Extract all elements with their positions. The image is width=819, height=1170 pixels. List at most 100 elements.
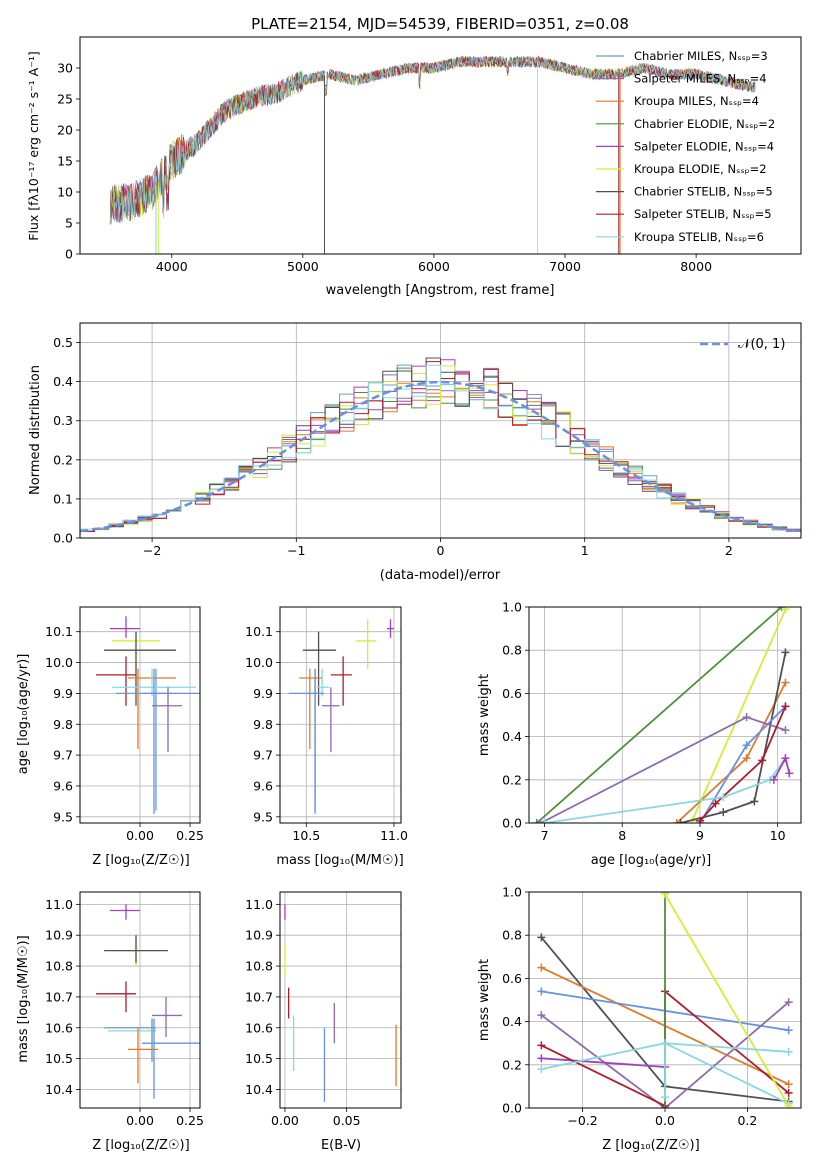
y-tick-label: 0.4	[502, 729, 522, 744]
errorbars	[284, 904, 397, 1102]
y-tick-label: 0.6	[502, 686, 522, 701]
spectrum-ylabel: Flux [fλ10⁻¹⁷ erg cm⁻² s⁻¹ A⁻¹]	[26, 51, 41, 240]
x-tick-label: 0	[437, 543, 445, 558]
x-tick-label: 8	[618, 828, 626, 843]
weight-lines	[537, 892, 793, 1108]
legend-entry: Chabrier MILES, Nₛₛₚ=3	[634, 49, 768, 63]
y-tick-label: 9.8	[53, 717, 73, 732]
x-tick-label: 2	[725, 543, 733, 558]
y-tick-label: 10.5	[245, 1051, 273, 1066]
x-tick-label: 1	[581, 543, 589, 558]
y-tick-label: 9.6	[53, 778, 73, 793]
mass-vs-metallicity-panel: Z [log₁₀(Z/Z☉)] mass [log₁₀(M/M☉)] 0.00 0…	[16, 891, 204, 1153]
y-tick-label: 9.9	[253, 686, 273, 701]
y-tick-label: 5	[65, 216, 73, 231]
y-tick-label: 15	[57, 154, 73, 169]
y-tick-label: 0.2	[53, 452, 73, 467]
x-tick-label: 4000	[156, 259, 188, 274]
hist-xlabel: (data-model)/error	[380, 568, 501, 583]
p3-xlabel: mass [log₁₀(M/M☉)]	[276, 853, 403, 868]
y-tick-label: 0	[65, 247, 73, 262]
x-tick-label: −0.2	[567, 1113, 597, 1128]
y-tick-label: 0.0	[53, 531, 73, 546]
mass-weight-vs-age-panel: age [log₁₀(age/yr)] mass weight 7 8 9 10 0.0…	[477, 600, 802, 868]
p6-xlabel: E(B-V)	[321, 1138, 361, 1153]
y-tick-label: 0.2	[502, 1057, 522, 1072]
x-tick-label: 0.2	[737, 1113, 757, 1128]
y-tick-label: 30	[57, 61, 73, 76]
x-tick-label: 10.5	[292, 828, 320, 843]
axes-frame	[79, 891, 201, 1109]
y-tick-label: 20	[57, 123, 73, 138]
y-tick-label: 9.6	[253, 778, 273, 793]
axes-frame	[79, 606, 201, 824]
x-tick-label: 0.05	[333, 1113, 361, 1128]
y-tick-label: 0.4	[53, 374, 73, 389]
x-tick-label: 7	[541, 828, 549, 843]
y-tick-label: 10.8	[45, 959, 73, 974]
y-tick-label: 10.4	[45, 1082, 73, 1097]
p7-ylabel: mass weight	[477, 959, 492, 1041]
x-tick-label: 0.25	[176, 828, 204, 843]
legend-entry: Kroupa ELODIE, Nₛₛₚ=2	[634, 162, 767, 176]
y-tick-label: 10.0	[245, 655, 273, 670]
y-tick-label: 0.8	[502, 643, 522, 658]
p2-xlabel: Z [log₁₀(Z/Z☉)]	[92, 853, 189, 868]
legend-entry: Salpeter MILES, Nₛₛₚ=4	[634, 72, 767, 86]
y-tick-label: 0.0	[502, 1101, 522, 1116]
y-tick-label: 9.5	[253, 809, 273, 824]
weight-series	[540, 716, 786, 823]
residual-histogram-panel: (data-model)/error Normed distribution −…	[28, 322, 802, 583]
x-tick-label: 5000	[287, 259, 319, 274]
mass-vs-extinction-panel: E(B-V) 0.00 0.05 10.4 10.5 10.6 10.7 10.8 10.9 1…	[245, 891, 402, 1153]
errorbars	[288, 619, 394, 814]
p2-ylabel: age [log₁₀(age/yr)]	[16, 654, 31, 775]
spectrum-title: PLATE=2154, MJD=54539, FIBERID=0351, z=0…	[251, 15, 629, 33]
x-tick-label: 7000	[549, 259, 581, 274]
x-tick-label: −2	[143, 543, 161, 558]
legend-entry: Salpeter STELIB, Nₛₛₚ=5	[634, 207, 772, 221]
y-tick-label: 9.5	[53, 809, 73, 824]
p4-xlabel: age [log₁₀(age/yr)]	[591, 853, 712, 868]
x-tick-label: 10	[770, 828, 786, 843]
y-tick-label: 1.0	[502, 885, 522, 900]
weight-series	[544, 757, 787, 823]
weight-lines	[532, 607, 794, 823]
p4-ylabel: mass weight	[477, 674, 492, 756]
y-tick-label: 0.5	[53, 335, 73, 350]
p7-xlabel: Z [log₁₀(Z/Z☉)]	[602, 1138, 699, 1153]
spectrum-xlabel: wavelength [Angstrom, rest frame]	[326, 283, 555, 298]
legend-entry: Salpeter ELODIE, Nₛₛₚ=4	[634, 139, 774, 153]
y-tick-label: 11.0	[245, 897, 273, 912]
x-tick-label: −1	[287, 543, 305, 558]
y-tick-label: 0.4	[502, 1014, 522, 1029]
errorbars	[96, 904, 200, 1099]
weight-series	[699, 706, 787, 822]
axes-frame	[79, 322, 802, 539]
weight-series	[664, 893, 790, 1107]
y-tick-label: 10.7	[245, 989, 273, 1004]
weight-series	[680, 652, 787, 823]
legend-entry: Chabrier STELIB, Nₛₛₚ=5	[634, 185, 773, 199]
y-tick-label: 9.7	[253, 748, 273, 763]
p5-xlabel: Z [log₁₀(Z/Z☉)]	[92, 1138, 189, 1153]
x-tick-label: 6000	[418, 259, 450, 274]
y-tick-label: 9.8	[253, 717, 273, 732]
y-tick-label: 11.0	[45, 897, 73, 912]
errorbars	[96, 616, 200, 814]
y-tick-label: 10.9	[45, 928, 73, 943]
y-tick-label: 9.7	[53, 748, 73, 763]
mass-weight-vs-metallicity-panel: Z [log₁₀(Z/Z☉)] mass weight −0.2 0.0 0.2 0.…	[477, 885, 802, 1153]
hist-ylabel: Normed distribution	[28, 365, 43, 495]
y-tick-label: 0.8	[502, 928, 522, 943]
y-tick-label: 0.0	[502, 816, 522, 831]
axes-frame	[79, 36, 802, 255]
legend-entry: Kroupa MILES, Nₛₛₚ=4	[634, 94, 759, 108]
legend-entry: Kroupa STELIB, Nₛₛₚ=6	[634, 230, 764, 244]
age-vs-metallicity-panel: Z [log₁₀(Z/Z☉)] age [log₁₀(age/yr)] 0.00…	[16, 606, 204, 868]
y-tick-label: 9.9	[53, 686, 73, 701]
x-tick-label: 0.00	[126, 1113, 154, 1128]
age-vs-mass-panel: mass [log₁₀(M/M☉)] 10.5 11.0 9.5 9.6 9.7 9.8 9…	[245, 606, 408, 868]
weight-series	[536, 607, 783, 823]
